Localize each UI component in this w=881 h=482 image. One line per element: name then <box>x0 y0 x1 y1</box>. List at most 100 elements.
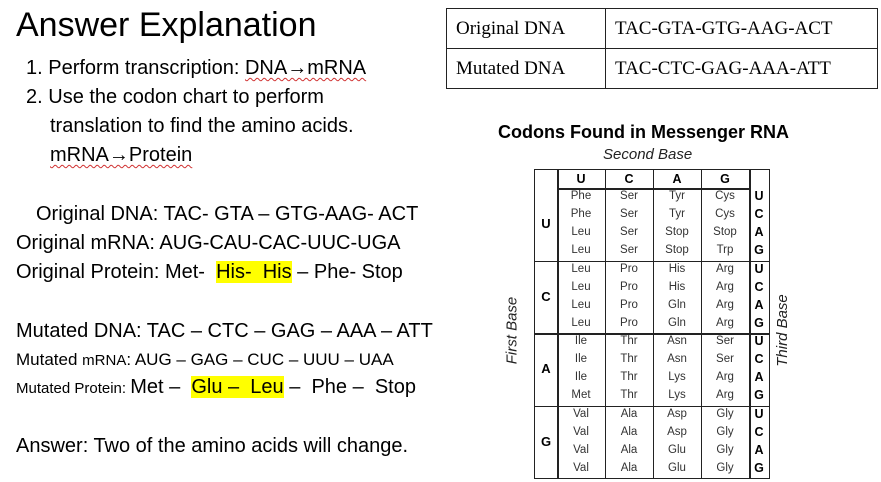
step-2-number: 2. <box>26 86 43 108</box>
dna-seq-original: TAC-GTA-GTG-AAG-ACT <box>605 8 878 49</box>
original-protein-prefix: Original Protein: Met- <box>16 261 217 283</box>
mutated-protein-label: Mutated Protein: <box>16 380 131 397</box>
third-base-c: C <box>754 207 764 222</box>
third-base-u: U <box>754 334 764 348</box>
original-protein-highlight: His- His <box>216 261 292 283</box>
codon-cell: Stop <box>713 226 737 239</box>
mutated-protein: Mutated Protein: Met – Glu – Leu – Phe –… <box>16 374 416 402</box>
codon-cell: Gly <box>716 461 734 474</box>
original-protein: Original Protein: Met- His- His – Phe- S… <box>16 259 403 285</box>
third-base-u: U <box>754 406 764 421</box>
codon-cell: Thr <box>620 389 638 402</box>
grid-line <box>749 170 751 478</box>
third-base-g: G <box>754 243 764 258</box>
third-base-a: A <box>754 297 764 312</box>
codon-cell: Trp <box>716 244 734 257</box>
codon-cell: Arg <box>716 298 734 311</box>
mutated-mrna: Mutated mRNA: AUG – GAG – CUC – UUU – UA… <box>16 346 394 374</box>
codon-cell: Ser <box>620 208 638 221</box>
third-base-g: G <box>754 315 764 330</box>
second-base-header-g: G <box>720 172 730 186</box>
codon-cell: Lys <box>668 371 686 384</box>
grid-line <box>535 333 769 335</box>
codon-cell: Ser <box>620 190 638 202</box>
dna-label-original: Original DNA <box>446 8 606 49</box>
codon-cell: Leu <box>571 316 591 329</box>
third-base-a: A <box>754 225 764 240</box>
third-base-c: C <box>754 352 764 367</box>
codon-cell: Thr <box>620 371 638 384</box>
first-base-a: A <box>541 361 551 376</box>
step-2-line2: translation to find the amino acids. <box>50 115 354 137</box>
codon-cell: Asp <box>667 407 687 420</box>
codon-cell: Gly <box>716 425 734 438</box>
codon-cell: Asn <box>667 335 687 347</box>
codon-cell: Stop <box>665 226 689 239</box>
codon-cell: Pro <box>620 262 638 275</box>
grid-line <box>557 188 749 190</box>
codon-cell: Cys <box>715 190 735 202</box>
codon-cell: Thr <box>620 353 638 366</box>
codon-cell: Thr <box>620 335 638 347</box>
mutated-mrna-label: Mutated <box>16 350 83 369</box>
codon-chart-title: Codons Found in Messenger RNA <box>498 122 790 142</box>
codon-cell: Asn <box>667 353 687 366</box>
third-base-g: G <box>754 460 764 475</box>
codon-cell: Ser <box>716 353 734 366</box>
mutated-protein-suffix: – Phe – Stop <box>283 376 416 398</box>
dna-seq-mutated: TAC-CTC-GAG-AAA-ATT <box>605 48 878 89</box>
second-base-header-a: A <box>672 172 682 186</box>
codon-cell: Val <box>573 461 589 474</box>
codon-cell: Arg <box>716 280 734 293</box>
codon-cell: Tyr <box>669 190 685 202</box>
grid-line <box>535 405 769 407</box>
third-base-a: A <box>754 370 764 385</box>
third-base-c: C <box>754 279 764 294</box>
step-2: 2. Use the codon chart to perform <box>26 83 324 111</box>
second-base-header-c: C <box>624 172 634 186</box>
codon-cell: Pro <box>620 280 638 293</box>
codon-cell: His <box>668 280 686 293</box>
codon-cell: Ala <box>620 407 638 420</box>
codon-cell: Gln <box>668 298 686 311</box>
codon-cell: Stop <box>665 244 689 257</box>
first-base-c: C <box>541 288 551 304</box>
third-base-c: C <box>754 424 764 439</box>
codon-cell: Val <box>573 425 589 438</box>
second-base-header-u: U <box>576 172 586 186</box>
grid-line <box>701 170 702 478</box>
codon-chart-grid: U C A G U Phe Phe Leu Leu Ser Ser Ser Ser Tyr Tyr Stop S… <box>534 169 770 479</box>
dna-comparison-table: Original DNA TAC-GTA-GTG-AAG-ACT Mutated… <box>446 8 878 89</box>
first-base-label: First Base <box>503 296 521 365</box>
codon-cell: Met <box>571 389 591 402</box>
table-row: Original DNA TAC-GTA-GTG-AAG-ACT <box>446 8 878 49</box>
third-base-u: U <box>754 189 764 203</box>
codon-cell: Arg <box>716 371 734 384</box>
codon-cell: Gly <box>716 407 734 420</box>
original-mrna: Original mRNA: AUG-CAU-CAC-UUC-UGA <box>16 232 401 254</box>
codon-cell: Gln <box>668 316 686 329</box>
codon-cell: Leu <box>571 298 591 311</box>
original-dna: Original DNA: TAC- GTA – GTG-AAG- ACT <box>36 203 419 225</box>
answer-text: Answer: Two of the amino acids will chan… <box>16 435 409 457</box>
mutated-protein-highlight: Glu – Leu <box>191 376 284 398</box>
codon-cell: Pro <box>620 316 638 329</box>
third-base-a: A <box>754 442 764 457</box>
step-1: 1. Perform transcription: DNA→mRNA <box>26 54 366 82</box>
codon-cell: Ile <box>574 335 588 347</box>
codon-cell: Glu <box>668 461 686 474</box>
codon-cell: Ala <box>620 443 638 456</box>
codon-cell: Ile <box>574 353 588 366</box>
codon-cell: Ala <box>620 461 638 474</box>
mutated-mrna-rest: : AUG – GAG – CUC – UUU – UAA <box>126 350 394 369</box>
codon-cell: Leu <box>571 226 591 239</box>
codon-cell: Glu <box>668 443 686 456</box>
original-protein-suffix: – Phe- Stop <box>291 261 403 283</box>
page-title: Answer Explanation <box>16 6 317 44</box>
codon-cell: Ile <box>574 371 588 384</box>
third-base-u: U <box>754 261 764 276</box>
step-2-squiggle-text: mRNA→Protein <box>50 144 193 166</box>
codon-cell: Gly <box>716 443 734 456</box>
codon-cell: Val <box>573 443 589 456</box>
mutated-mrna-small: mRNA <box>82 352 127 369</box>
